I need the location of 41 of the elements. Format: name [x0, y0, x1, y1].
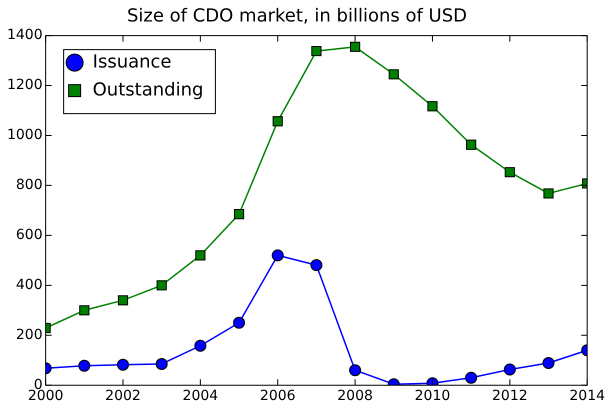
legend-label: Outstanding	[92, 79, 204, 100]
point	[427, 101, 438, 112]
point	[118, 295, 128, 306]
point	[79, 305, 90, 316]
point	[78, 360, 90, 372]
point	[542, 356, 555, 369]
point	[504, 167, 515, 178]
point	[311, 46, 322, 56]
legend-label: Issuance	[92, 51, 172, 72]
point	[234, 209, 244, 220]
point	[195, 250, 206, 260]
x-tick-label: 2014	[569, 388, 606, 404]
y-tick-label: 400	[16, 276, 43, 293]
point	[194, 340, 206, 352]
point	[350, 42, 360, 52]
point	[156, 280, 167, 290]
x-tick-label: 2012	[492, 388, 528, 404]
point	[156, 358, 168, 370]
x-tick-label: 2002	[105, 388, 141, 404]
point	[465, 372, 478, 384]
point	[543, 188, 554, 199]
x-tick-label: 2004	[182, 388, 218, 404]
x-tick-label: 2010	[414, 388, 450, 404]
y-tick-label: 600	[16, 227, 43, 244]
x-tick-label: 2006	[260, 388, 296, 404]
point	[466, 140, 476, 150]
point	[310, 259, 322, 272]
y-tick-label: 1000	[6, 127, 43, 144]
point	[388, 69, 399, 80]
y-tick-label: 200	[16, 326, 43, 343]
y-tick-label: 800	[16, 177, 43, 194]
chart-title: Size of CDO market, in billions of USD	[127, 5, 467, 26]
point	[272, 249, 284, 262]
x-tick-label: 2008	[337, 388, 373, 404]
y-tick-label: 1200	[6, 77, 43, 94]
point	[272, 116, 283, 126]
y-tick-label: 1400	[6, 27, 43, 44]
point	[349, 364, 362, 376]
point	[116, 358, 129, 371]
point	[504, 363, 516, 376]
point	[233, 316, 246, 329]
